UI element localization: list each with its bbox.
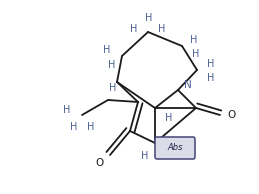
- Text: H: H: [141, 151, 149, 161]
- Text: H: H: [145, 13, 153, 23]
- Text: H: H: [130, 24, 138, 34]
- Text: H: H: [158, 24, 166, 34]
- Text: H: H: [103, 45, 111, 55]
- Text: H: H: [109, 83, 117, 93]
- Text: H: H: [165, 113, 173, 123]
- Text: H: H: [207, 59, 215, 69]
- Text: H: H: [192, 49, 200, 59]
- Text: H: H: [63, 105, 71, 115]
- Text: O: O: [96, 158, 104, 168]
- Text: H: H: [87, 122, 95, 132]
- Text: H: H: [207, 73, 215, 83]
- Text: O: O: [227, 110, 235, 120]
- FancyBboxPatch shape: [155, 137, 195, 159]
- Text: H: H: [190, 35, 198, 45]
- Text: H: H: [108, 60, 116, 70]
- Text: H: H: [70, 122, 78, 132]
- Text: Abs: Abs: [167, 144, 183, 152]
- Text: N: N: [184, 80, 192, 90]
